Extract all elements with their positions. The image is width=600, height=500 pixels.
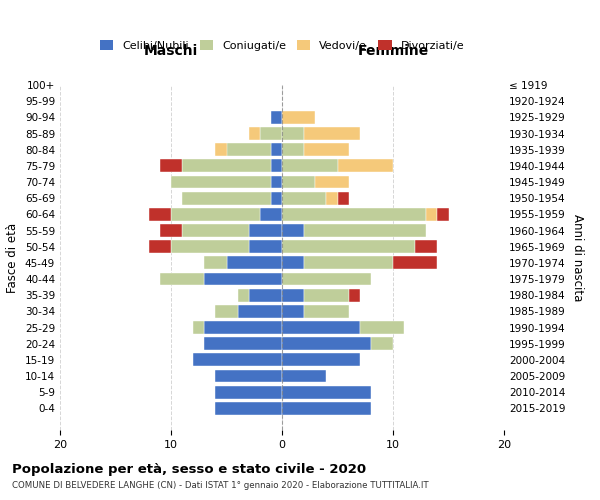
Bar xyxy=(249,224,282,237)
Bar xyxy=(282,272,371,285)
Bar xyxy=(282,321,360,334)
Y-axis label: Anni di nascita: Anni di nascita xyxy=(571,214,584,301)
Bar xyxy=(249,240,282,253)
Bar xyxy=(282,370,326,382)
Bar xyxy=(304,256,393,270)
Text: Femmine: Femmine xyxy=(358,44,428,58)
Bar xyxy=(193,354,282,366)
Bar xyxy=(171,240,249,253)
Bar xyxy=(182,192,271,204)
Bar xyxy=(282,127,304,140)
Bar xyxy=(349,288,360,302)
Bar xyxy=(282,176,316,188)
Bar xyxy=(204,256,227,270)
Bar xyxy=(282,143,304,156)
Bar xyxy=(249,288,282,302)
Bar xyxy=(304,288,349,302)
Bar xyxy=(193,321,204,334)
Bar xyxy=(271,111,282,124)
Text: Popolazione per età, sesso e stato civile - 2020: Popolazione per età, sesso e stato civil… xyxy=(12,462,366,475)
Bar xyxy=(337,160,393,172)
Bar xyxy=(238,288,249,302)
Bar xyxy=(260,208,282,221)
Bar xyxy=(215,305,238,318)
Bar xyxy=(215,402,282,415)
Bar xyxy=(393,256,437,270)
Bar xyxy=(282,386,371,398)
Bar xyxy=(149,240,171,253)
Bar xyxy=(282,402,371,415)
Bar xyxy=(282,160,337,172)
Bar xyxy=(282,208,426,221)
Y-axis label: Fasce di età: Fasce di età xyxy=(7,222,19,292)
Bar xyxy=(171,176,271,188)
Bar xyxy=(215,143,227,156)
Bar xyxy=(304,127,360,140)
Bar xyxy=(437,208,449,221)
Bar xyxy=(360,321,404,334)
Bar xyxy=(304,305,349,318)
Bar xyxy=(282,192,326,204)
Bar xyxy=(282,240,415,253)
Bar xyxy=(282,354,360,366)
Bar xyxy=(304,143,349,156)
Bar xyxy=(316,176,349,188)
Bar xyxy=(204,321,282,334)
Bar xyxy=(204,272,282,285)
Bar xyxy=(227,143,271,156)
Bar xyxy=(149,208,171,221)
Bar xyxy=(171,208,260,221)
Text: Maschi: Maschi xyxy=(144,44,198,58)
Bar xyxy=(260,127,282,140)
Bar xyxy=(160,224,182,237)
Bar xyxy=(160,272,204,285)
Bar xyxy=(426,208,437,221)
Bar xyxy=(337,192,349,204)
Bar xyxy=(182,224,249,237)
Bar xyxy=(238,305,282,318)
Bar xyxy=(415,240,437,253)
Legend: Celibi/Nubili, Coniugati/e, Vedovi/e, Divorziati/e: Celibi/Nubili, Coniugati/e, Vedovi/e, Di… xyxy=(95,36,469,55)
Bar xyxy=(249,127,260,140)
Bar xyxy=(371,337,393,350)
Bar xyxy=(282,224,304,237)
Bar xyxy=(160,160,182,172)
Text: COMUNE DI BELVEDERE LANGHE (CN) - Dati ISTAT 1° gennaio 2020 - Elaborazione TUTT: COMUNE DI BELVEDERE LANGHE (CN) - Dati I… xyxy=(12,481,428,490)
Bar xyxy=(282,288,304,302)
Bar xyxy=(271,160,282,172)
Bar xyxy=(271,176,282,188)
Bar xyxy=(282,305,304,318)
Bar xyxy=(326,192,337,204)
Bar xyxy=(204,337,282,350)
Bar xyxy=(282,256,304,270)
Bar xyxy=(227,256,282,270)
Bar xyxy=(271,143,282,156)
Bar xyxy=(282,337,371,350)
Bar xyxy=(271,192,282,204)
Bar xyxy=(282,111,316,124)
Bar xyxy=(182,160,271,172)
Bar xyxy=(215,370,282,382)
Bar xyxy=(215,386,282,398)
Bar xyxy=(304,224,426,237)
